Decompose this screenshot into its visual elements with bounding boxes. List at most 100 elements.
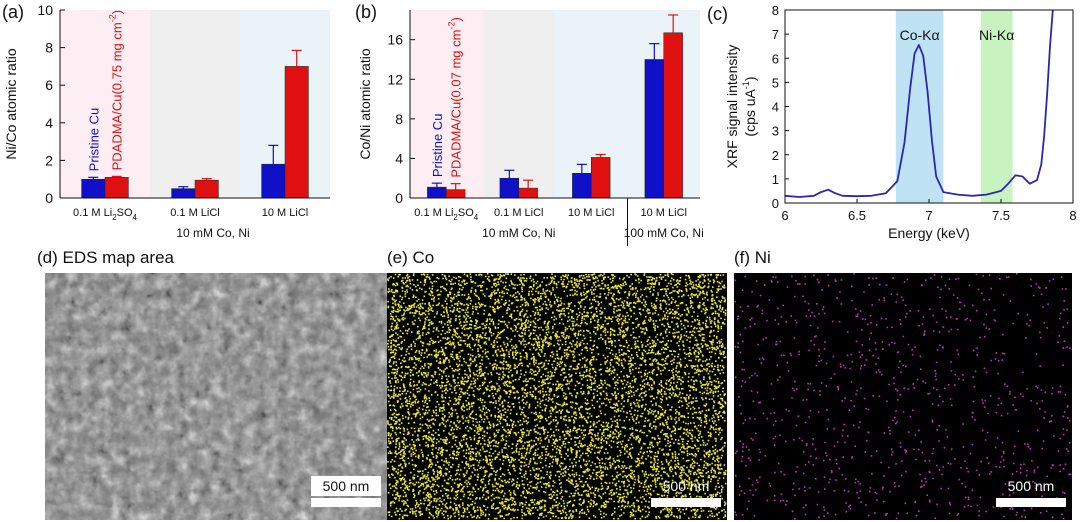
panel-label-c: (c) bbox=[707, 4, 728, 24]
text-span: SO bbox=[117, 207, 133, 219]
image-title: (e) Co bbox=[387, 248, 434, 267]
text-span: ) bbox=[449, 17, 464, 21]
text-span: 0.1 M LiCl bbox=[494, 207, 544, 219]
text-span: Pristine Cu bbox=[86, 108, 101, 172]
scale-bar-label: 500 nm bbox=[1008, 478, 1055, 494]
y-tick-label: 4 bbox=[45, 115, 53, 131]
y-tick-label: 3 bbox=[772, 124, 779, 139]
y-tick-label: 6 bbox=[772, 51, 779, 66]
x-axis-label: Energy (keV) bbox=[888, 225, 970, 241]
scale-bar-label-bg bbox=[311, 476, 381, 496]
text-span: 10 M LiCl bbox=[262, 207, 308, 219]
text-span: PDADMA/Cu(0.07 mg cm bbox=[449, 30, 464, 178]
series-label: Pristine Cu bbox=[86, 108, 101, 172]
spectrum-line bbox=[784, 9, 1054, 198]
y-tick-label: 0 bbox=[395, 190, 403, 206]
bar bbox=[499, 177, 519, 199]
category-label: 10 M LiCl bbox=[641, 207, 687, 219]
line-chart: Co-Kα Ni-Kα 0 1 2 3 4 5 6 7 8 6 6.5 7 7.5 8 Energy (keV)… bbox=[724, 3, 1077, 241]
text-span: Co bbox=[413, 248, 435, 267]
image-title: (f) Ni bbox=[734, 248, 771, 267]
x-tick-label: 6.5 bbox=[848, 208, 866, 223]
y-tick-label: 0 bbox=[772, 196, 779, 211]
y-tick-label: 6 bbox=[45, 77, 53, 93]
group-background bbox=[410, 10, 483, 198]
bar bbox=[591, 157, 611, 199]
y-tick-label: 8 bbox=[45, 40, 53, 56]
text-span: 2 bbox=[112, 213, 117, 222]
element-dots bbox=[734, 273, 1072, 520]
text-span: Pristine Cu bbox=[430, 114, 445, 178]
bar bbox=[427, 186, 447, 199]
y-tick-label: 16 bbox=[387, 32, 403, 48]
scale-bar bbox=[651, 498, 721, 507]
y-tick-label: 4 bbox=[395, 150, 403, 166]
text-span: PDADMA/Cu(0.75 mg cm bbox=[110, 22, 125, 170]
bar bbox=[171, 188, 196, 199]
text-span: SO bbox=[458, 207, 474, 219]
y-tick-label: 0 bbox=[45, 190, 53, 206]
bar bbox=[518, 187, 538, 199]
bar bbox=[104, 177, 129, 199]
group-background bbox=[150, 10, 240, 198]
band-label: Co-Kα bbox=[900, 27, 940, 43]
y-axis-unit: (cps uA-1) bbox=[741, 76, 758, 136]
image-panel-2: (f) Ni 500 nm bbox=[734, 248, 1072, 520]
y-axis-label: Ni/Co atomic ratio bbox=[3, 48, 19, 159]
bar bbox=[446, 189, 466, 199]
element-dots bbox=[387, 273, 727, 520]
group-caption: 10 mM Co, Ni bbox=[176, 226, 249, 240]
category-label: 10 M LiCl bbox=[568, 207, 614, 219]
band-label: Ni-Kα bbox=[979, 27, 1014, 43]
panel-label-b: (b) bbox=[355, 2, 377, 22]
category-label: 10 M LiCl bbox=[262, 207, 308, 219]
y-tick-label: 4 bbox=[772, 100, 779, 115]
text-span: 4 bbox=[474, 213, 479, 222]
text-span: 0.1 M LiCl bbox=[170, 207, 220, 219]
y-tick-label: 5 bbox=[772, 75, 779, 90]
scale-bar-label: 500 nm bbox=[323, 478, 370, 494]
bar bbox=[663, 32, 683, 199]
category-label: 0.1 M Li2SO4 bbox=[73, 207, 138, 222]
text-span: -2 bbox=[108, 14, 118, 22]
x-tick-label: 8 bbox=[1069, 208, 1076, 223]
text-span: 0.1 M Li bbox=[414, 207, 453, 219]
text-span: (d) bbox=[37, 248, 63, 267]
bar bbox=[572, 173, 592, 199]
energy-band bbox=[980, 10, 1013, 203]
scale-bar-label: 500 nm bbox=[663, 478, 710, 494]
bar bbox=[261, 163, 286, 199]
text-span: ) bbox=[110, 10, 125, 14]
x-tick-label: 7 bbox=[925, 208, 932, 223]
text-span: EDS map area bbox=[63, 248, 175, 267]
category-label: 0.1 M Li2SO4 bbox=[414, 207, 479, 222]
y-tick-label: 1 bbox=[772, 172, 779, 187]
text-span: 0.1 M Li bbox=[73, 207, 112, 219]
image-title: (d) EDS map area bbox=[37, 248, 175, 267]
category-label: 0.1 M LiCl bbox=[494, 207, 544, 219]
image-panel-1: (e) Co 500 nm bbox=[387, 248, 727, 520]
text-span: 10 M LiCl bbox=[568, 207, 614, 219]
y-axis-label: XRF signal intensity bbox=[724, 45, 740, 169]
bar bbox=[194, 179, 219, 199]
panel-label-a: (a) bbox=[2, 2, 24, 22]
image-panel-0: (d) EDS map area 500 nm bbox=[37, 248, 387, 520]
text-span: 10 M LiCl bbox=[641, 207, 687, 219]
bar bbox=[284, 66, 309, 199]
scale-bar bbox=[996, 498, 1066, 507]
y-tick-label: 8 bbox=[395, 111, 403, 127]
category-label: 0.1 M LiCl bbox=[170, 207, 220, 219]
series-label: Pristine Cu bbox=[430, 114, 445, 178]
y-tick-label: 7 bbox=[772, 27, 779, 42]
text-span: 4 bbox=[133, 213, 138, 222]
y-tick-label: 12 bbox=[387, 71, 403, 87]
text-span: ) bbox=[742, 76, 758, 81]
bar bbox=[644, 59, 665, 199]
text-span: -1 bbox=[741, 81, 751, 89]
scale-bar bbox=[311, 498, 381, 507]
group-background bbox=[60, 10, 150, 198]
y-tick-label: 10 bbox=[37, 2, 53, 18]
